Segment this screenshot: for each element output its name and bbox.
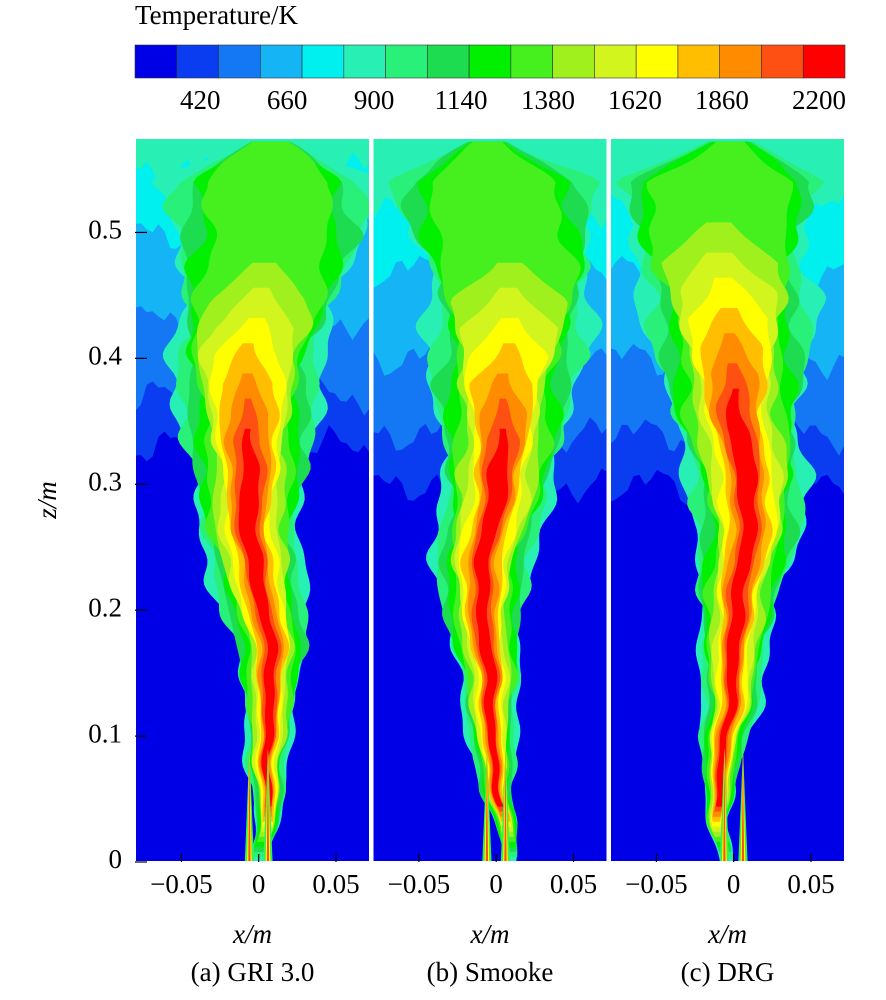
y-tick-label: 0: [109, 844, 123, 874]
y-axis-label: z/m: [32, 481, 62, 520]
x-axis-label: x/m: [232, 919, 272, 949]
x-tick-label: 0.05: [787, 869, 834, 899]
color-swatch: [218, 44, 261, 79]
jet-contour: [485, 748, 489, 862]
y-tick-label: 0.1: [88, 718, 122, 748]
colorbar-tick-label: 1140: [435, 85, 488, 115]
x-tick-label: 0: [727, 869, 741, 899]
jet-contour: [741, 748, 745, 862]
color-swatch: [301, 44, 345, 79]
color-swatch: [802, 44, 846, 79]
jet-contour: [723, 748, 726, 862]
x-axis-label: x/m: [470, 919, 510, 949]
colorbar-tick-label: 1380: [521, 85, 575, 115]
color-swatch: [468, 44, 512, 79]
colorbar-title: Temperature/K: [135, 0, 299, 30]
colorbar-tick-label: 2200: [792, 85, 846, 115]
color-swatch: [259, 44, 303, 79]
colorbar-tick-label: 660: [267, 85, 308, 115]
panel-title: (c) DRG: [681, 957, 775, 987]
x-tick-label: 0.05: [312, 869, 359, 899]
panel-title: (b) Smooke: [427, 957, 554, 987]
x-tick-label: −0.05: [625, 869, 687, 899]
color-swatch: [510, 44, 553, 79]
color-swatch: [385, 44, 428, 79]
y-tick-label: 0.3: [88, 466, 122, 496]
x-tick-label: 0.05: [550, 869, 597, 899]
colorbar-tick-label: 1620: [608, 85, 662, 115]
contour-field: [135, 138, 370, 862]
color-swatch: [594, 44, 637, 79]
color-swatch: [761, 44, 804, 79]
colorbar-tick-label: 420: [180, 85, 221, 115]
color-swatch: [635, 44, 679, 79]
jet-contour: [248, 748, 251, 862]
plume-contour: [715, 388, 759, 807]
plume-contour: [238, 428, 279, 807]
colorbar-tick-label: 900: [354, 85, 395, 115]
jet-contour: [266, 748, 270, 862]
color-swatch: [677, 44, 721, 79]
color-swatch: [719, 44, 762, 79]
color-swatch: [176, 44, 219, 79]
x-tick-label: −0.05: [150, 869, 212, 899]
color-swatch: [552, 44, 595, 79]
colorbar-tick-label: 1860: [695, 85, 749, 115]
x-axis-label: x/m: [707, 919, 747, 949]
color-swatch: [343, 44, 386, 79]
panel-frame: [134, 137, 371, 863]
x-tick-label: 0: [489, 869, 503, 899]
plume-contour: [471, 398, 520, 812]
contour-field: [610, 138, 845, 862]
x-tick-label: −0.05: [388, 869, 450, 899]
jet-contour: [504, 748, 507, 862]
y-tick-label: 0.4: [88, 341, 122, 371]
contour-field: [372, 138, 608, 862]
y-tick-label: 0.5: [88, 215, 122, 245]
y-tick-label: 0.2: [88, 592, 122, 622]
panel-frame: [609, 137, 846, 863]
panel-title: (a) GRI 3.0: [191, 957, 315, 987]
panel-frame: [371, 137, 609, 863]
plume-contour: [473, 428, 509, 807]
x-tick-label: 0: [252, 869, 266, 899]
color-swatch: [427, 44, 470, 79]
color-swatch: [134, 44, 178, 79]
